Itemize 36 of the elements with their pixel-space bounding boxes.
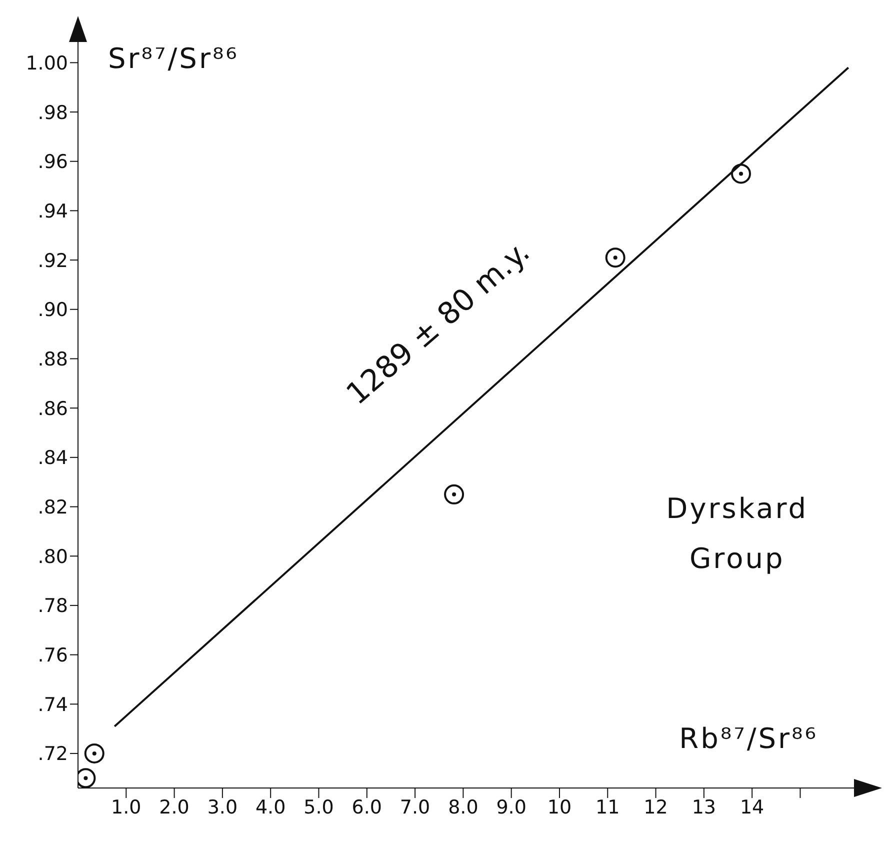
point [444, 484, 464, 504]
x-tick-label: 1.0 [111, 796, 142, 818]
y-axis-title: Sr⁸⁷/Sr⁸⁶ [108, 42, 239, 75]
y-tick-label: 1.00 [26, 52, 68, 74]
y-tick-label: .74 [38, 694, 68, 716]
point [605, 248, 626, 268]
x-tick-label: 7.0 [400, 796, 430, 818]
y-tick-label: .82 [38, 496, 68, 518]
y-tick-label: .88 [38, 348, 68, 370]
x-tick-label: 8.0 [448, 796, 478, 818]
y-tick-label: .86 [38, 398, 68, 420]
x-tick-label: 5.0 [304, 796, 334, 818]
annotation: Dyrskard Group [666, 492, 808, 575]
point [84, 743, 104, 764]
y-tick-label: .98 [38, 102, 68, 124]
y-tick-label: .72 [38, 743, 68, 766]
y-tick-label: .78 [38, 595, 68, 618]
x-axis-title: Rb⁸⁷/Sr⁸⁶ [679, 722, 818, 755]
x-tick-label: 14 [740, 796, 764, 818]
y-tick-label: .96 [38, 151, 68, 174]
x-tick-label: 4.0 [255, 796, 286, 818]
x-tick-label: 3.0 [207, 796, 238, 818]
y-tick-label: .94 [38, 200, 68, 222]
y-tick-label: .80 [38, 546, 68, 568]
y-tick-label: .76 [38, 644, 68, 667]
y-tick-label: .92 [38, 250, 68, 272]
x-tick-label: 12 [644, 796, 668, 818]
x-tick-label: 13 [692, 796, 716, 818]
y-tick-label: .90 [38, 299, 68, 322]
x-tick-label: 11 [596, 796, 620, 818]
x-tick-label: 6.0 [352, 796, 382, 818]
y-tick-label: .84 [38, 447, 68, 470]
x-tick-label: 9.0 [496, 796, 526, 818]
x-tick-label: 10 [547, 796, 572, 818]
x-tick-label: 2.0 [159, 796, 190, 818]
point [731, 164, 751, 184]
